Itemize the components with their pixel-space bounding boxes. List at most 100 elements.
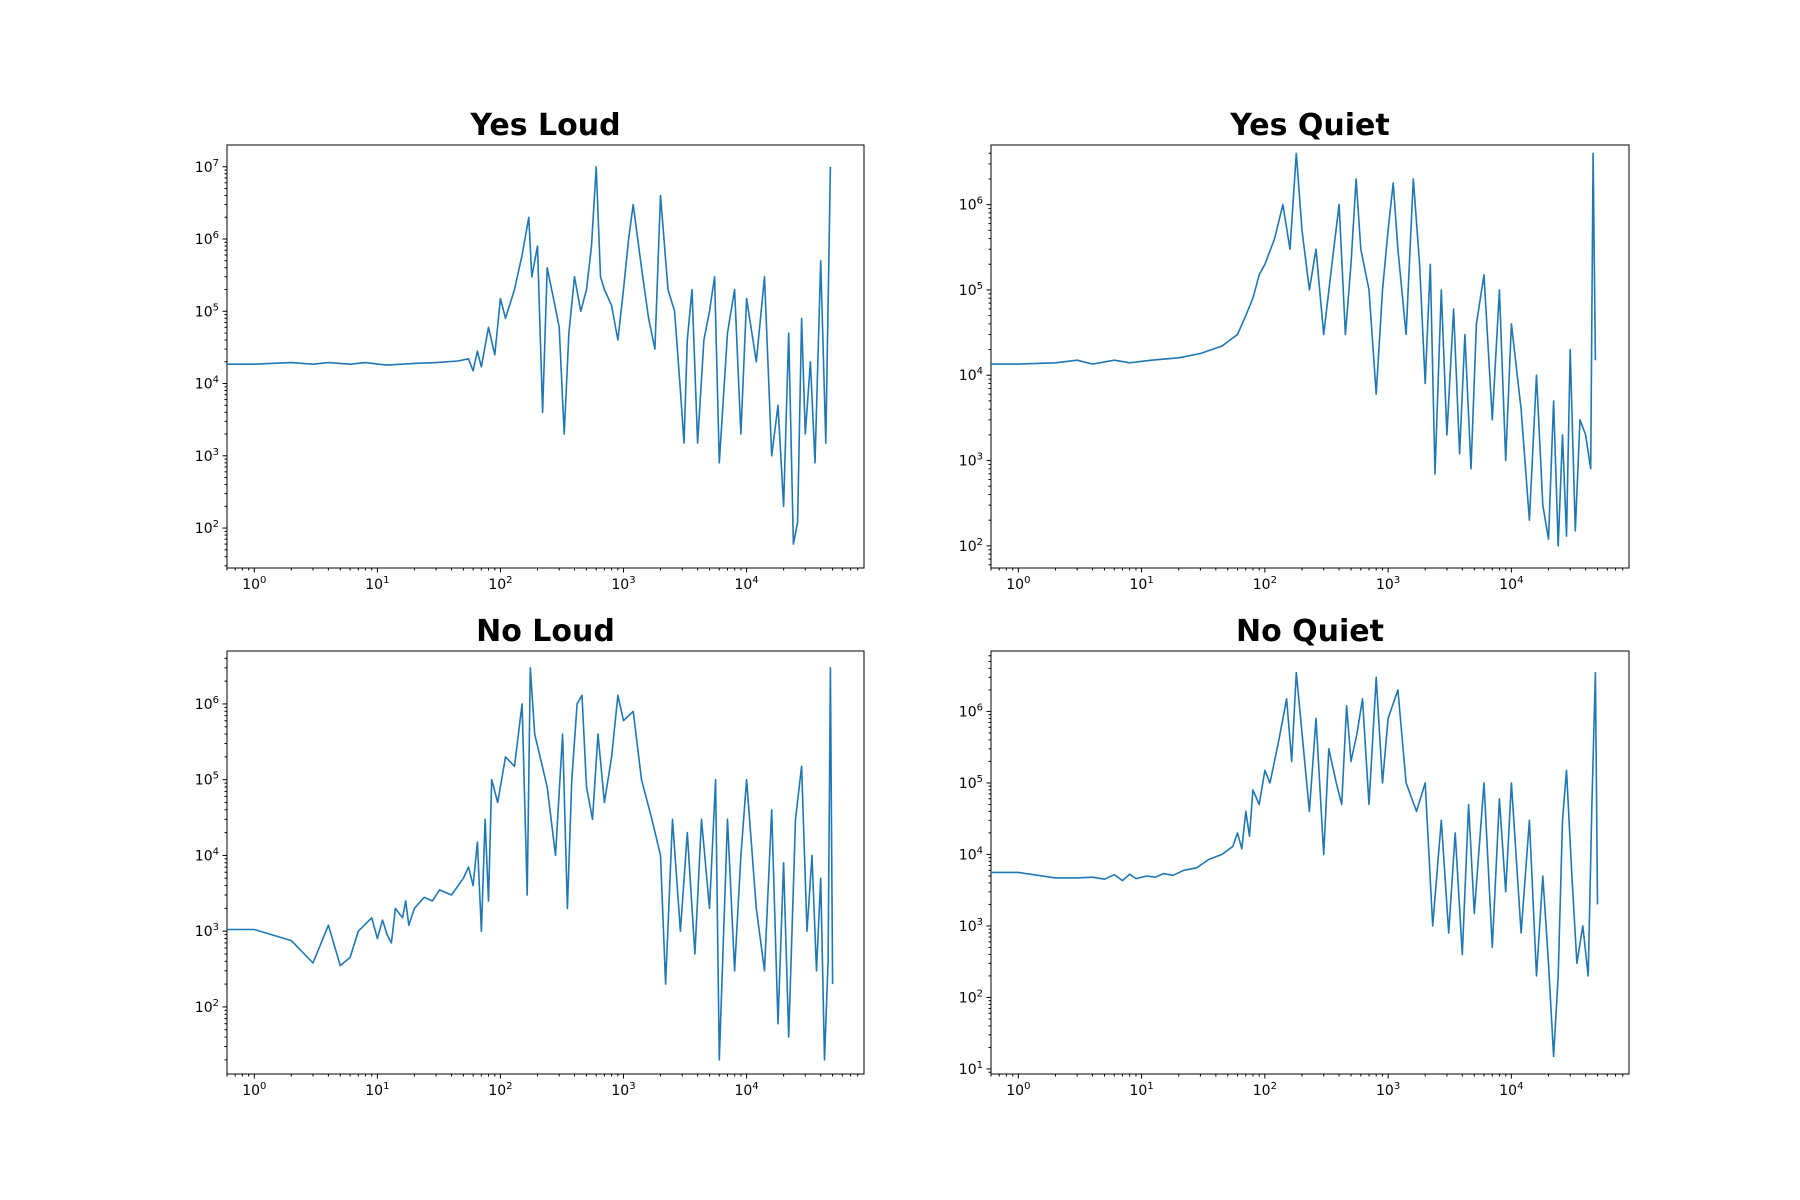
plot-area bbox=[226, 144, 865, 569]
tick-base: 10 bbox=[1499, 577, 1517, 593]
subplot-title: No Quiet bbox=[1236, 614, 1384, 649]
y-tick-label: 103 bbox=[195, 922, 219, 940]
tick-exponent: 2 bbox=[213, 519, 219, 530]
y-tick-label: 101 bbox=[959, 1060, 983, 1078]
tick-exponent: 4 bbox=[213, 375, 219, 386]
x-tick-label: 102 bbox=[1253, 1081, 1277, 1099]
y-tick-label: 104 bbox=[195, 375, 219, 393]
tick-exponent: 3 bbox=[629, 1081, 635, 1092]
tick-base: 10 bbox=[959, 990, 977, 1006]
tick-exponent: 3 bbox=[213, 922, 219, 933]
tick-base: 10 bbox=[959, 283, 977, 299]
tick-base: 10 bbox=[959, 847, 977, 863]
tick-base: 10 bbox=[611, 577, 629, 593]
minor-ticks bbox=[224, 657, 859, 1077]
y-tick-label: 106 bbox=[195, 230, 219, 248]
tick-base: 10 bbox=[959, 368, 977, 384]
tick-base: 10 bbox=[1376, 577, 1394, 593]
plot-area bbox=[226, 650, 865, 1075]
series-line bbox=[991, 152, 1597, 547]
x-tick-label: 100 bbox=[1006, 1081, 1030, 1099]
tick-exponent: 5 bbox=[977, 281, 983, 292]
y-tick-label: 104 bbox=[195, 846, 219, 864]
tick-exponent: 0 bbox=[1024, 1081, 1030, 1092]
tick-exponent: 6 bbox=[977, 702, 983, 713]
y-tick-label: 103 bbox=[959, 917, 983, 935]
y-tick-label: 106 bbox=[959, 702, 983, 720]
tick-base: 10 bbox=[195, 773, 213, 789]
tick-exponent: 4 bbox=[977, 845, 983, 856]
tick-exponent: 4 bbox=[752, 1081, 758, 1092]
x-tick-label: 101 bbox=[365, 575, 389, 593]
tick-exponent: 1 bbox=[383, 1081, 389, 1092]
tick-base: 10 bbox=[195, 848, 213, 864]
tick-base: 10 bbox=[195, 232, 213, 248]
x-tick-label: 104 bbox=[734, 1081, 758, 1099]
series-line bbox=[227, 667, 834, 1061]
subplot-title: No Loud bbox=[476, 614, 615, 649]
tick-base: 10 bbox=[734, 577, 752, 593]
tick-exponent: 1 bbox=[1147, 1081, 1153, 1092]
x-tick-label: 104 bbox=[1499, 1081, 1523, 1099]
tick-exponent: 3 bbox=[1394, 1081, 1400, 1092]
tick-exponent: 2 bbox=[977, 988, 983, 999]
y-tick-label: 106 bbox=[195, 695, 219, 713]
tick-base: 10 bbox=[1253, 577, 1271, 593]
minor-ticks bbox=[988, 152, 1624, 571]
y-tick-label: 102 bbox=[959, 988, 983, 1006]
tick-exponent: 2 bbox=[213, 998, 219, 1009]
tick-base: 10 bbox=[195, 1000, 213, 1016]
y-tick-label: 102 bbox=[195, 998, 219, 1016]
subplot-yes-loud: Yes Loud 100 101 102 103 1041021031041051061… bbox=[195, 108, 865, 593]
tick-base: 10 bbox=[1376, 1083, 1394, 1099]
y-tick-label: 105 bbox=[195, 302, 219, 320]
tick-exponent: 2 bbox=[506, 575, 512, 586]
tick-base: 10 bbox=[1253, 1083, 1271, 1099]
tick-base: 10 bbox=[488, 1083, 506, 1099]
series-line bbox=[991, 671, 1599, 1058]
tick-exponent: 7 bbox=[213, 158, 219, 169]
tick-base: 10 bbox=[1130, 577, 1148, 593]
tick-base: 10 bbox=[1130, 1083, 1148, 1099]
tick-base: 10 bbox=[488, 577, 506, 593]
x-tick-label: 103 bbox=[1376, 575, 1400, 593]
y-tick-label: 106 bbox=[959, 196, 983, 214]
x-tick-label: 102 bbox=[1253, 575, 1277, 593]
tick-base: 10 bbox=[242, 1083, 260, 1099]
minor-ticks bbox=[988, 655, 1624, 1077]
tick-exponent: 2 bbox=[506, 1081, 512, 1092]
tick-exponent: 0 bbox=[260, 1081, 266, 1092]
tick-exponent: 4 bbox=[213, 846, 219, 857]
plot-area bbox=[990, 144, 1630, 569]
subplot-no-quiet: No Quiet 100 101 102 103 1041011021031041051… bbox=[959, 614, 1630, 1099]
tick-exponent: 4 bbox=[1517, 575, 1523, 586]
tick-exponent: 6 bbox=[977, 196, 983, 207]
tick-exponent: 5 bbox=[213, 302, 219, 313]
x-tick-label: 103 bbox=[611, 575, 635, 593]
x-tick-label: 101 bbox=[1130, 1081, 1154, 1099]
tick-exponent: 0 bbox=[1024, 575, 1030, 586]
subplot-title: Yes Quiet bbox=[1229, 108, 1389, 143]
y-tick-label: 105 bbox=[959, 281, 983, 299]
tick-exponent: 0 bbox=[260, 575, 266, 586]
x-tick-label: 103 bbox=[611, 1081, 635, 1099]
y-tick-label: 104 bbox=[959, 845, 983, 863]
tick-exponent: 6 bbox=[213, 230, 219, 241]
tick-base: 10 bbox=[365, 577, 383, 593]
tick-exponent: 2 bbox=[1271, 1081, 1277, 1092]
tick-exponent: 3 bbox=[1394, 575, 1400, 586]
tick-base: 10 bbox=[959, 198, 977, 214]
series-line bbox=[227, 166, 832, 545]
tick-exponent: 6 bbox=[213, 695, 219, 706]
tick-base: 10 bbox=[195, 160, 213, 176]
tick-base: 10 bbox=[195, 924, 213, 940]
y-tick-label: 102 bbox=[959, 537, 983, 555]
tick-exponent: 4 bbox=[752, 575, 758, 586]
tick-base: 10 bbox=[959, 704, 977, 720]
tick-exponent: 5 bbox=[213, 771, 219, 782]
y-tick-label: 103 bbox=[959, 452, 983, 470]
tick-base: 10 bbox=[611, 1083, 629, 1099]
tick-base: 10 bbox=[195, 697, 213, 713]
